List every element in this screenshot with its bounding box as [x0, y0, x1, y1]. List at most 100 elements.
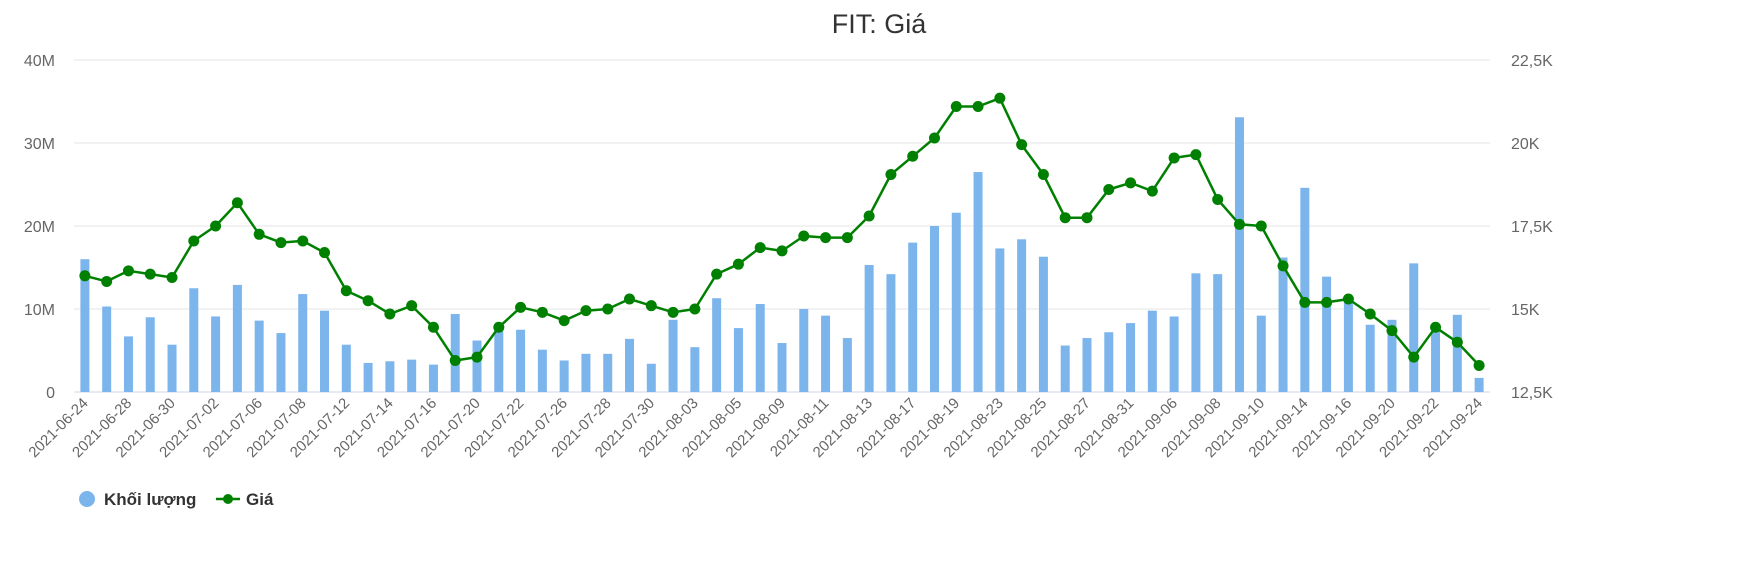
volume-bar[interactable]: [1278, 257, 1288, 392]
volume-bar[interactable]: [1191, 273, 1201, 392]
price-point[interactable]: [667, 306, 679, 318]
volume-bar[interactable]: [1387, 319, 1397, 392]
price-point[interactable]: [122, 265, 134, 277]
volume-bar[interactable]: [189, 288, 199, 392]
price-point[interactable]: [1255, 220, 1267, 232]
price-point[interactable]: [1342, 293, 1354, 305]
price-point[interactable]: [1277, 260, 1289, 272]
price-point[interactable]: [471, 351, 483, 363]
price-point[interactable]: [297, 235, 309, 247]
price-point[interactable]: [1190, 149, 1202, 161]
volume-bar[interactable]: [1082, 338, 1092, 392]
volume-bar[interactable]: [973, 172, 983, 392]
price-point[interactable]: [275, 237, 287, 249]
volume-bar[interactable]: [1322, 276, 1332, 392]
price-point[interactable]: [798, 230, 810, 242]
volume-bar[interactable]: [842, 338, 852, 392]
price-point[interactable]: [624, 293, 636, 305]
price-point[interactable]: [950, 100, 962, 112]
volume-bar[interactable]: [712, 298, 722, 392]
volume-bar[interactable]: [450, 313, 460, 392]
volume-bar[interactable]: [755, 304, 765, 392]
price-point[interactable]: [253, 228, 265, 240]
volume-bar[interactable]: [1300, 187, 1310, 392]
volume-bar[interactable]: [733, 328, 743, 392]
price-point[interactable]: [928, 132, 940, 144]
legend-item-volume[interactable]: Khối lượng: [79, 490, 196, 509]
volume-bar[interactable]: [668, 319, 678, 392]
volume-bar[interactable]: [428, 364, 438, 392]
price-point[interactable]: [1103, 183, 1115, 195]
price-point[interactable]: [449, 354, 461, 366]
volume-bar[interactable]: [1234, 117, 1244, 393]
volume-bar[interactable]: [516, 329, 526, 392]
price-point[interactable]: [732, 258, 744, 270]
price-point[interactable]: [231, 197, 243, 209]
price-point[interactable]: [863, 210, 875, 222]
legend-item-price[interactable]: Giá: [216, 490, 274, 509]
volume-bar[interactable]: [603, 353, 613, 392]
volume-bar[interactable]: [1104, 332, 1114, 392]
volume-bar[interactable]: [1169, 316, 1179, 392]
price-point[interactable]: [1233, 218, 1245, 230]
volume-bar[interactable]: [559, 360, 569, 392]
price-point[interactable]: [144, 268, 156, 280]
price-point[interactable]: [1451, 336, 1463, 348]
volume-bar[interactable]: [1474, 377, 1484, 392]
price-point[interactable]: [384, 308, 396, 320]
volume-bar[interactable]: [1365, 324, 1375, 392]
price-point[interactable]: [558, 315, 570, 327]
volume-bar[interactable]: [581, 353, 591, 392]
volume-bar[interactable]: [1126, 323, 1136, 392]
price-point[interactable]: [841, 232, 853, 244]
volume-bar[interactable]: [494, 328, 504, 392]
volume-bar[interactable]: [1343, 300, 1353, 392]
price-point[interactable]: [210, 220, 222, 232]
price-point[interactable]: [1299, 296, 1311, 308]
price-point[interactable]: [645, 300, 657, 312]
price-point[interactable]: [362, 295, 374, 307]
volume-bar[interactable]: [363, 362, 373, 392]
price-point[interactable]: [1146, 185, 1158, 197]
volume-bar[interactable]: [537, 349, 547, 392]
price-point[interactable]: [1168, 152, 1180, 164]
price-point[interactable]: [1430, 321, 1442, 333]
volume-bar[interactable]: [123, 336, 133, 392]
price-point[interactable]: [406, 300, 418, 312]
price-point[interactable]: [711, 268, 723, 280]
price-point[interactable]: [1059, 212, 1071, 224]
volume-bar[interactable]: [821, 315, 831, 392]
price-point[interactable]: [1081, 212, 1093, 224]
price-point[interactable]: [1125, 177, 1137, 189]
price-point[interactable]: [536, 306, 548, 318]
price-point[interactable]: [1364, 308, 1376, 320]
price-point[interactable]: [776, 245, 788, 257]
volume-bar[interactable]: [167, 344, 177, 392]
volume-bar[interactable]: [886, 274, 896, 392]
volume-bar[interactable]: [1038, 256, 1048, 392]
volume-bar[interactable]: [80, 259, 90, 392]
volume-bar[interactable]: [1256, 315, 1266, 392]
volume-bar[interactable]: [1409, 263, 1419, 392]
volume-bar[interactable]: [385, 361, 395, 392]
price-point[interactable]: [1037, 169, 1049, 181]
volume-bar[interactable]: [1213, 274, 1223, 392]
price-point[interactable]: [101, 275, 113, 287]
price-point[interactable]: [602, 303, 614, 315]
price-point[interactable]: [427, 321, 439, 333]
price-point[interactable]: [1386, 325, 1398, 337]
volume-bar[interactable]: [211, 316, 221, 392]
price-point[interactable]: [972, 100, 984, 112]
volume-bar[interactable]: [690, 347, 700, 392]
volume-bar[interactable]: [995, 248, 1005, 392]
price-point[interactable]: [166, 271, 178, 283]
price-point[interactable]: [188, 235, 200, 247]
price-point[interactable]: [1473, 359, 1485, 371]
volume-bar[interactable]: [1431, 331, 1441, 392]
volume-bar[interactable]: [1452, 314, 1462, 392]
volume-bar[interactable]: [951, 212, 961, 392]
volume-bar[interactable]: [929, 226, 939, 392]
volume-bar[interactable]: [799, 309, 809, 392]
price-point[interactable]: [1321, 296, 1333, 308]
volume-bar[interactable]: [777, 343, 787, 392]
